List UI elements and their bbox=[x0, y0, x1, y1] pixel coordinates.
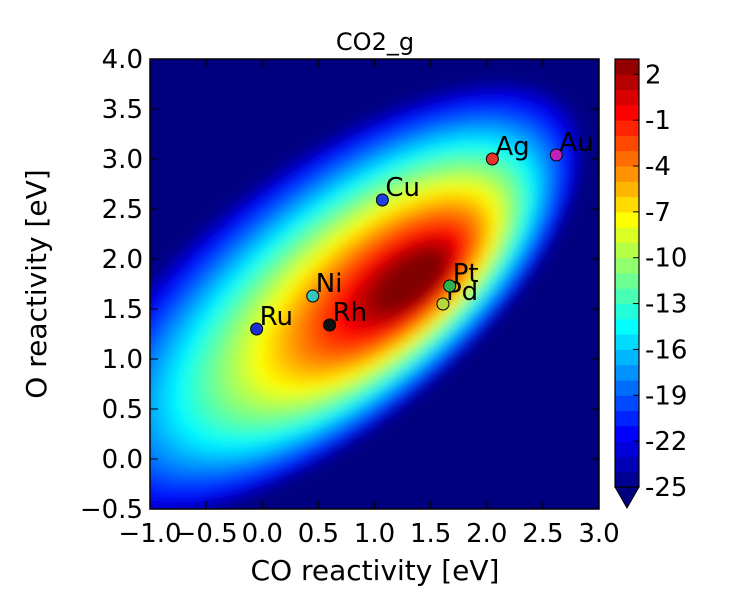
colorbar-frame bbox=[614, 58, 640, 488]
y-tick-label: 2.0 bbox=[102, 245, 143, 275]
metal-point bbox=[549, 148, 563, 162]
metal-label: Ru bbox=[260, 302, 293, 332]
x-tick-label: −1.0 bbox=[118, 519, 181, 549]
x-axis-ticks: −1.0−0.5 0.0 0.5 1.0 1.5 2.0 2.5 3.0 bbox=[118, 59, 620, 549]
colorbar-step bbox=[615, 425, 639, 442]
colorbar-tick-label: -4 bbox=[645, 152, 671, 182]
colorbar-step bbox=[615, 349, 639, 366]
colorbar-step bbox=[615, 227, 639, 243]
y-tick-label: 3.5 bbox=[102, 95, 143, 125]
colorbar-step bbox=[615, 288, 639, 305]
metal-point bbox=[436, 297, 450, 311]
colorbar-tick-label: 2 bbox=[645, 60, 662, 90]
y-axis-ticks: −0.5 0.0 0.5 1.0 1.5 2.0 2.5 3.0 3.5 4.0 bbox=[80, 45, 599, 525]
x-tick-label: 2.5 bbox=[522, 519, 563, 549]
colorbar-extend-triangle bbox=[614, 486, 640, 510]
chart-title: CO2_g bbox=[336, 28, 414, 56]
colorbar-step bbox=[615, 456, 639, 473]
colorbar-tick-label: -25 bbox=[645, 473, 687, 503]
colorbar-tick-label: -1 bbox=[645, 106, 671, 136]
metal-point bbox=[443, 279, 457, 293]
colorbar-step bbox=[615, 166, 639, 182]
colorbar-step bbox=[615, 196, 639, 213]
y-tick-label: 1.5 bbox=[102, 295, 143, 325]
x-tick-label: 1.0 bbox=[354, 519, 395, 549]
metal-point bbox=[485, 152, 499, 166]
colorbar-step bbox=[615, 74, 639, 91]
x-tick-label: 3.0 bbox=[578, 519, 619, 549]
colorbar-step bbox=[615, 364, 639, 381]
contour-fill bbox=[150, 81, 584, 509]
metal-label: Ni bbox=[316, 269, 343, 299]
colorbar-tick-label: -13 bbox=[645, 290, 687, 320]
metal-point bbox=[323, 318, 337, 332]
colorbar: 2 -1 -4 -7 -10 -13 -16 -19 -22 -25 bbox=[614, 58, 687, 510]
y-axis-label: O reactivity [eV] bbox=[20, 169, 53, 398]
y-tick-label: 4.0 bbox=[102, 45, 143, 75]
colorbar-step bbox=[615, 242, 639, 259]
y-tick-label: 0.0 bbox=[102, 445, 143, 475]
colorbar-step bbox=[615, 150, 639, 167]
metal-label: Pt bbox=[453, 259, 479, 289]
colorbar-tick-label: -7 bbox=[645, 198, 671, 228]
colorbar-step bbox=[615, 120, 639, 136]
metal-label: Au bbox=[559, 128, 593, 158]
metal-point bbox=[250, 322, 264, 336]
colorbar-tick-label: -22 bbox=[645, 427, 687, 457]
colorbar-step bbox=[615, 380, 639, 396]
y-tick-label: −0.5 bbox=[80, 495, 143, 525]
contour-band bbox=[374, 251, 445, 312]
colorbar-step bbox=[615, 334, 639, 350]
colorbar-steps bbox=[615, 59, 639, 488]
colorbar-step bbox=[615, 181, 639, 198]
x-tick-label: −0.5 bbox=[175, 519, 238, 549]
colorbar-step bbox=[615, 471, 639, 488]
y-tick-label: 3.0 bbox=[102, 145, 143, 175]
colorbar-step bbox=[615, 211, 639, 228]
x-tick-label: 2.0 bbox=[466, 519, 507, 549]
colorbar-step bbox=[615, 441, 639, 457]
colorbar-step bbox=[615, 395, 639, 412]
colorbar-step bbox=[615, 273, 639, 289]
colorbar-step bbox=[615, 59, 639, 75]
colorbar-step bbox=[615, 318, 639, 335]
metal-label: Ag bbox=[495, 132, 529, 162]
plot-area bbox=[150, 59, 599, 509]
colorbar-ticks: 2 -1 -4 -7 -10 -13 -16 -19 -22 -25 bbox=[633, 60, 687, 503]
y-tick-label: 2.5 bbox=[102, 195, 143, 225]
colorbar-step bbox=[615, 89, 639, 106]
colorbar-step bbox=[615, 410, 639, 427]
x-tick-label: 0.0 bbox=[242, 519, 283, 549]
x-tick-label: 0.5 bbox=[298, 519, 339, 549]
y-tick-label: 1.0 bbox=[102, 345, 143, 375]
colorbar-tick-label: -16 bbox=[645, 335, 687, 365]
colorbar-tick-label: -19 bbox=[645, 381, 687, 411]
colorbar-tick-label: -10 bbox=[645, 244, 687, 274]
metal-label: Rh bbox=[333, 298, 368, 328]
colorbar-step bbox=[615, 303, 639, 320]
x-axis-label: CO reactivity [eV] bbox=[251, 554, 500, 587]
colorbar-step bbox=[615, 257, 639, 274]
metal-label: Cu bbox=[385, 173, 420, 203]
colorbar-step bbox=[615, 104, 639, 121]
colorbar-step bbox=[615, 135, 639, 152]
x-tick-label: 1.5 bbox=[410, 519, 451, 549]
y-tick-label: 0.5 bbox=[102, 395, 143, 425]
metal-point bbox=[306, 289, 320, 303]
metal-point bbox=[375, 193, 389, 207]
